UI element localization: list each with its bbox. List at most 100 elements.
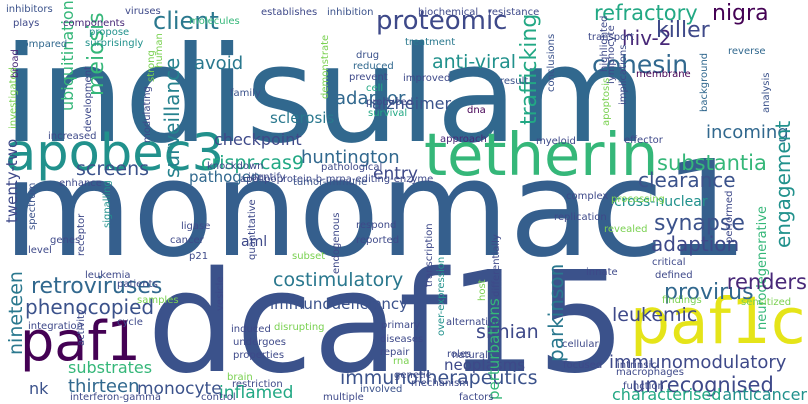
cloud-word: quantitative xyxy=(247,199,258,260)
cloud-word: apolipoprotein-b-mrna-editing-enzyme xyxy=(240,174,434,185)
cloud-word: increased xyxy=(48,131,97,142)
cloud-word: paf1 xyxy=(20,310,141,373)
cloud-word: transport xyxy=(588,32,635,43)
cloud-word: substantia xyxy=(657,151,767,175)
cloud-word: avoid xyxy=(194,53,244,74)
cloud-word: broad xyxy=(10,49,21,78)
cloud-word: adaptor xyxy=(335,88,406,109)
cloud-word: unrecognised xyxy=(632,373,774,397)
cloud-word: aml xyxy=(241,234,268,250)
cloud-word: sclerosis xyxy=(270,109,335,127)
cloud-word: control xyxy=(201,392,236,403)
cloud-word: defined xyxy=(655,270,693,281)
cloud-word: cell xyxy=(366,83,384,94)
cloud-word: cross-nuclear xyxy=(614,194,708,210)
cloud-word: simian xyxy=(476,321,539,343)
cloud-word: nk xyxy=(29,379,49,398)
cloud-word: undergoes xyxy=(233,337,286,348)
cloud-word: processing xyxy=(611,194,665,205)
cloud-word: establishes xyxy=(261,7,318,18)
cloud-word: neoplasms xyxy=(444,356,526,374)
cloud-word: macrophages xyxy=(616,367,684,378)
cloud-word: revealed xyxy=(604,224,648,235)
cloud-word: conclusions xyxy=(546,33,557,92)
cloud-word: differentially xyxy=(491,234,502,297)
cloud-word: highlighted xyxy=(599,15,610,72)
cloud-word: improved xyxy=(403,73,451,84)
cloud-word: paf1c xyxy=(630,285,806,358)
cloud-word: alzheimer xyxy=(372,94,452,113)
cloud-word: patients xyxy=(117,279,158,290)
cloud-word: modulating xyxy=(142,86,153,143)
cloud-word: clearance xyxy=(638,168,736,192)
cloud-word: twenty-two xyxy=(3,138,21,223)
cloud-word: produced xyxy=(366,97,414,108)
cloud-word: demonstrate xyxy=(320,34,331,99)
cloud-word: roles xyxy=(447,349,472,360)
cloud-word: surprisingly xyxy=(85,38,144,49)
cloud-word: genes xyxy=(50,235,81,246)
cloud-word: factors xyxy=(459,392,494,403)
cloud-word: surveillance xyxy=(160,57,184,178)
cloud-word: leukemia xyxy=(85,270,131,281)
cloud-word: vesicle xyxy=(215,276,226,312)
cloud-word: samples xyxy=(137,295,179,306)
cloud-word: background xyxy=(699,52,710,112)
cloud-word: inflamed xyxy=(219,383,294,403)
cloud-word: reverse xyxy=(728,46,766,57)
cloud-word: huntington xyxy=(301,147,400,168)
cloud-word: proteomic xyxy=(376,6,508,36)
cloud-word: disrupting xyxy=(274,322,325,333)
cloud-word: primary xyxy=(381,320,421,331)
cloud-word: diseases xyxy=(380,334,424,345)
cloud-word: substrates xyxy=(68,358,153,377)
cloud-word: replication xyxy=(554,212,607,223)
cloud-word: receptor xyxy=(76,213,87,256)
cloud-word: transcription xyxy=(424,223,435,287)
cloud-word: resistance xyxy=(488,7,540,18)
cloud-word: characterised xyxy=(612,385,722,404)
cloud-word: signalling xyxy=(102,180,113,228)
cloud-word: reported xyxy=(356,235,400,246)
cloud-word: repair xyxy=(380,347,410,358)
cloud-word: brain xyxy=(227,372,253,383)
cloud-word: function xyxy=(623,381,664,392)
cloud-word: mechanism xyxy=(411,378,469,389)
cloud-word: findings xyxy=(662,295,702,306)
cloud-word: pathogen xyxy=(189,168,261,186)
cloud-word: retroviruses xyxy=(31,274,163,299)
cloud-word: monomac1 xyxy=(3,133,749,287)
cloud-word: thirteen xyxy=(68,376,140,397)
cloud-word: cancer xyxy=(170,235,204,246)
cloud-word: hiv-2 xyxy=(622,26,672,50)
cloud-word: phenocopied xyxy=(25,295,155,319)
cloud-word: neurodegenerative xyxy=(755,206,770,330)
cloud-word: knockdown xyxy=(207,161,264,172)
cloud-word: restriction xyxy=(232,379,283,390)
cloud-word: level xyxy=(28,245,52,256)
cloud-word: approach xyxy=(440,134,487,145)
cloud-word: integration xyxy=(28,321,83,332)
cloud-word: anti-viral xyxy=(432,51,517,73)
cloud-word: development xyxy=(83,66,94,132)
cloud-word: entry xyxy=(373,164,418,184)
cloud-word: ubiquitination xyxy=(58,0,77,111)
cloud-word: properties xyxy=(233,350,285,361)
cloud-word: anticancer xyxy=(722,385,807,404)
cloud-word: viruses xyxy=(125,6,161,17)
cloud-word: myeloid xyxy=(536,136,576,147)
cloud-word: costimulatory xyxy=(273,269,404,291)
cloud-word: synapse xyxy=(654,211,745,236)
cloud-word: biochemical xyxy=(418,7,479,18)
cloud-word: inhibition xyxy=(327,7,374,18)
cloud-word: focused xyxy=(563,360,603,371)
cloud-word: components xyxy=(63,18,125,29)
cloud-word: enhance xyxy=(59,178,102,189)
cloud-word: interferon-gamma xyxy=(70,392,162,403)
cloud-word: provirus xyxy=(664,280,754,305)
cloud-word: plays xyxy=(13,18,40,29)
cloud-word: natural xyxy=(452,350,488,361)
cloud-word: induced xyxy=(231,324,271,335)
cloud-word: immunotherapeutics xyxy=(340,367,538,389)
